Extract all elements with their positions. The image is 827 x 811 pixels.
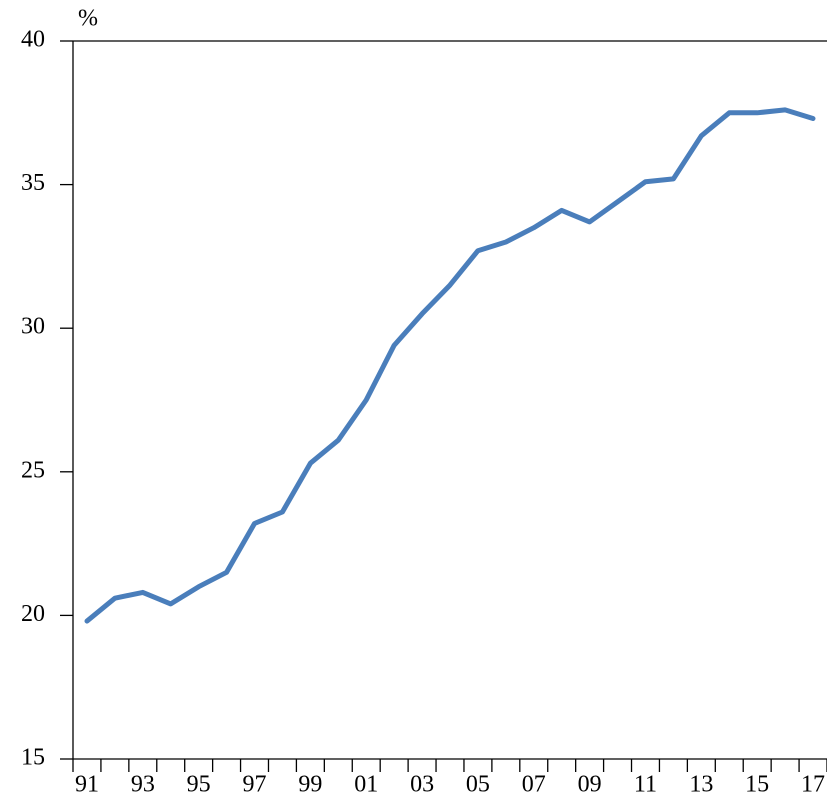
y-tick-label: 25: [21, 457, 45, 483]
x-tick-label: 95: [187, 772, 211, 798]
y-tick-label: 15: [21, 745, 45, 771]
x-tick-label: 09: [578, 772, 602, 798]
x-tick-label: 93: [131, 772, 155, 798]
y-tick-label: 30: [21, 314, 45, 340]
x-tick-label: 97: [243, 772, 267, 798]
x-tick-label: 99: [298, 772, 322, 798]
x-tick-label: 03: [410, 772, 434, 798]
data-line: [84, 107, 816, 624]
x-tick-label: 11: [634, 772, 657, 798]
y-tick-label: 40: [21, 27, 45, 53]
x-tick-label: 05: [466, 772, 490, 798]
x-tick-label: 13: [689, 772, 713, 798]
y-tick-label: 20: [21, 601, 45, 627]
x-tick-label: 15: [745, 772, 769, 798]
x-tick-label: 17: [801, 772, 825, 798]
y-tick-label: 35: [21, 170, 45, 196]
x-tick-label: 91: [75, 772, 99, 798]
x-tick-label: 07: [522, 772, 546, 798]
y-axis-label: %: [78, 6, 98, 32]
x-tick-label: 01: [354, 772, 378, 798]
